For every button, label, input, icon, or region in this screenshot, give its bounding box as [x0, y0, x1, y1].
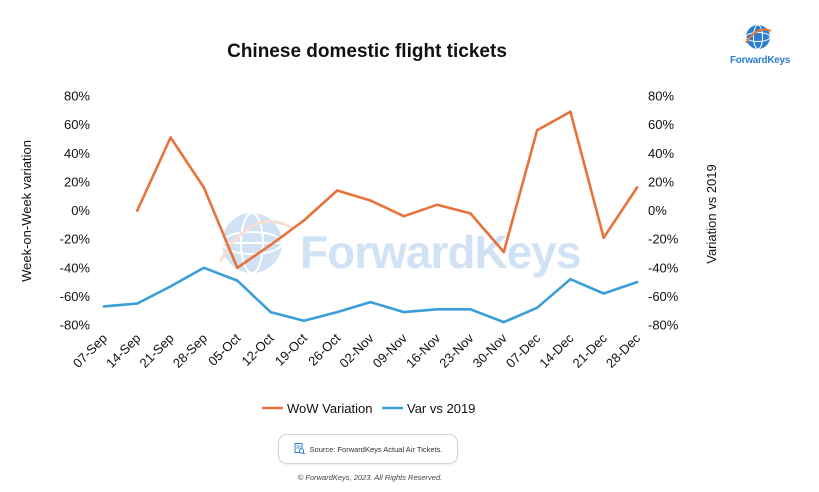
- y-tick-right: -20%: [648, 232, 679, 247]
- data-point: [469, 307, 472, 311]
- y-tick-left: 80%: [64, 89, 90, 104]
- source-note: Source: ForwardKeys Actual Air Tickets.: [278, 434, 458, 464]
- y-tick-left: -40%: [60, 260, 91, 275]
- data-point: [302, 319, 306, 323]
- data-point: [269, 243, 272, 247]
- x-tick: 19-Oct: [272, 330, 310, 368]
- y-tick-right: 20%: [648, 174, 674, 189]
- x-tick: 07-Sep: [70, 331, 110, 371]
- y-tick-left: 20%: [64, 174, 90, 189]
- data-point: [369, 300, 372, 304]
- data-point: [335, 310, 339, 314]
- x-tick: 07-Dec: [503, 330, 544, 371]
- source-text: Source: ForwardKeys Actual Air Tickets.: [309, 444, 443, 454]
- data-point: [602, 292, 605, 295]
- y-tick-left: -80%: [60, 318, 91, 333]
- data-point: [435, 307, 439, 311]
- y-tick-right: 60%: [648, 117, 674, 132]
- data-point: [302, 219, 306, 222]
- data-point: [369, 199, 372, 202]
- watermark-text: ForwardKeys: [300, 226, 580, 278]
- x-tick: 12-Oct: [238, 330, 276, 368]
- data-point: [469, 212, 472, 215]
- y-axis-left-ticks: 80% 60% 40% 20% 0% -20% -40% -60% -80%: [60, 89, 91, 333]
- data-point: [435, 203, 439, 207]
- data-point: [635, 186, 639, 189]
- data-point: [269, 310, 272, 314]
- data-point: [402, 214, 406, 218]
- logo-text: ForwardKeys: [730, 55, 791, 66]
- data-point: [202, 186, 206, 189]
- data-point: [136, 302, 139, 305]
- data-point: [402, 310, 406, 314]
- data-point: [502, 320, 506, 324]
- x-tick: 21-Sep: [136, 331, 176, 371]
- y-tick-right: -60%: [648, 289, 679, 304]
- x-tick: 14-Dec: [536, 330, 577, 371]
- data-point: [169, 285, 172, 288]
- legend: WoW Variation Var vs 2019: [262, 401, 475, 416]
- data-point: [235, 266, 239, 270]
- series-line-wow-variation: [136, 110, 639, 270]
- copyright: © ForwardKeys, 2023. All Rights Reserved…: [297, 473, 443, 482]
- y-tick-left: 40%: [64, 146, 90, 161]
- data-point: [602, 236, 605, 239]
- y-tick-right: -40%: [648, 260, 679, 275]
- x-tick: 21-Dec: [570, 330, 611, 371]
- y-tick-right: 80%: [648, 89, 674, 104]
- y-tick-left: 60%: [64, 117, 90, 132]
- y-tick-right: 0%: [648, 203, 667, 218]
- data-point: [335, 189, 339, 192]
- legend-label-var2019: Var vs 2019: [407, 401, 475, 416]
- y-tick-right: 40%: [648, 146, 674, 161]
- data-point: [535, 306, 539, 310]
- y-tick-left: 0%: [71, 203, 90, 218]
- data-point: [169, 136, 172, 139]
- chart-title: Chinese domestic flight tickets: [227, 41, 507, 62]
- x-tick: 23-Nov: [436, 330, 477, 371]
- watermark: ForwardKeys: [218, 212, 581, 278]
- legend-label-wow: WoW Variation: [287, 401, 373, 416]
- data-point: [635, 280, 639, 284]
- series-layer: [102, 110, 639, 324]
- data-point: [202, 266, 206, 270]
- x-tick: 28-Sep: [170, 331, 210, 371]
- forwardkeys-logo: ForwardKeys: [730, 22, 791, 68]
- x-tick: 14-Sep: [103, 331, 143, 371]
- x-tick: 02-Nov: [336, 330, 377, 371]
- y-tick-right: -80%: [648, 318, 679, 333]
- x-tick: 28-Dec: [603, 330, 644, 371]
- data-point: [102, 305, 106, 308]
- data-point: [136, 209, 139, 212]
- data-point: [569, 110, 572, 114]
- data-point: [569, 277, 572, 281]
- x-tick: 16-Nov: [403, 330, 444, 371]
- data-point: [502, 250, 506, 254]
- y-tick-left: -60%: [60, 289, 91, 304]
- x-tick: 09-Nov: [370, 330, 411, 371]
- globe-icon: [745, 24, 772, 50]
- x-tick: 05-Oct: [205, 330, 243, 368]
- document-search-icon: [294, 443, 305, 455]
- y-axis-label-left: Week-on-Week variation: [19, 140, 34, 282]
- y-axis-right-ticks: 80% 60% 40% 20% 0% -20% -40% -60% -80%: [648, 89, 679, 333]
- x-tick: 30-Nov: [470, 330, 511, 371]
- y-axis-label-right: Variation vs 2019: [704, 164, 719, 264]
- y-tick-left: -20%: [60, 232, 91, 247]
- x-axis-ticks: 07-Sep14-Sep21-Sep28-Sep05-Oct12-Oct19-O…: [70, 330, 644, 371]
- data-point: [535, 129, 539, 132]
- data-point: [235, 279, 239, 282]
- watermark-globe-icon: [218, 212, 293, 274]
